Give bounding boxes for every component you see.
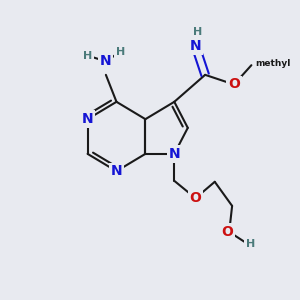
- Text: O: O: [228, 77, 240, 92]
- Text: H: H: [116, 47, 125, 57]
- Text: O: O: [190, 191, 201, 205]
- Text: H: H: [246, 239, 255, 249]
- Text: N: N: [82, 112, 93, 126]
- Text: N: N: [100, 54, 112, 68]
- Text: methyl: methyl: [255, 59, 291, 68]
- Text: N: N: [190, 39, 201, 53]
- Text: O: O: [221, 225, 233, 239]
- Text: N: N: [169, 147, 180, 161]
- Text: N: N: [111, 164, 122, 178]
- Text: H: H: [193, 27, 202, 38]
- Text: H: H: [83, 51, 92, 61]
